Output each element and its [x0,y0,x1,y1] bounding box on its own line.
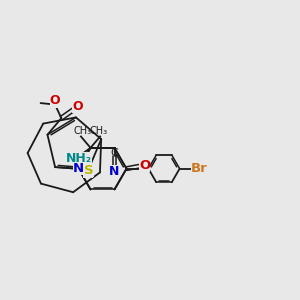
Text: O: O [50,94,60,107]
Text: Br: Br [191,162,208,175]
Text: N: N [74,162,85,175]
Text: N: N [73,162,84,175]
Text: N: N [109,165,120,178]
Text: C: C [110,148,118,158]
Text: CH₃: CH₃ [73,126,91,136]
Text: NH₂: NH₂ [65,152,92,165]
Text: S: S [84,164,94,177]
Text: S: S [83,164,93,177]
Text: O: O [72,100,83,113]
Text: O: O [139,159,150,172]
Text: CH₃: CH₃ [90,126,108,136]
